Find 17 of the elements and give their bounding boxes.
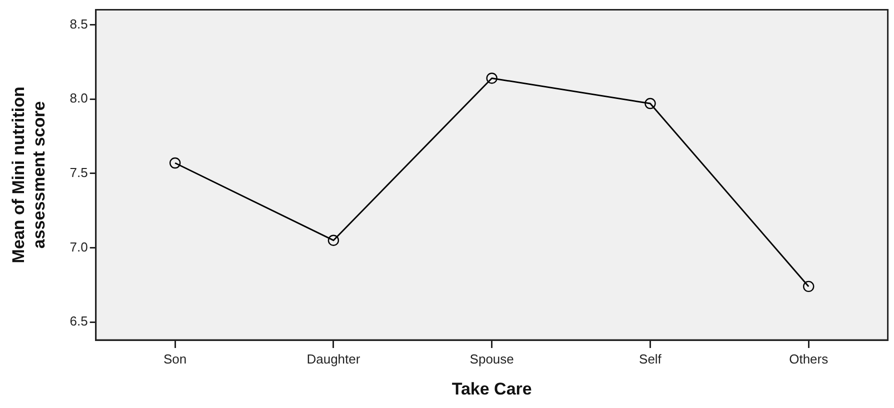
point xyxy=(486,72,498,84)
point xyxy=(169,157,181,169)
y-tick-label: 6.5 xyxy=(70,314,88,329)
x-axis-title: Take Care xyxy=(452,379,532,398)
y-axis-title: Mean of Mini nutrition assessment score xyxy=(8,86,48,264)
x-tick-label: Daughter xyxy=(306,351,361,366)
y-tick-label: 8.0 xyxy=(70,90,88,106)
x-tick-label: Spouse xyxy=(470,351,514,366)
point xyxy=(644,98,656,110)
y-tick-label: 8.5 xyxy=(70,16,88,32)
y-tick-label: 7.0 xyxy=(70,239,88,254)
point xyxy=(803,280,814,292)
point xyxy=(328,234,340,246)
x-tick-label: Son xyxy=(163,351,187,366)
x-tick-label: Self xyxy=(639,351,662,366)
x-tick-label: Others xyxy=(789,351,829,366)
y-tick-label: 7.5 xyxy=(70,164,88,180)
